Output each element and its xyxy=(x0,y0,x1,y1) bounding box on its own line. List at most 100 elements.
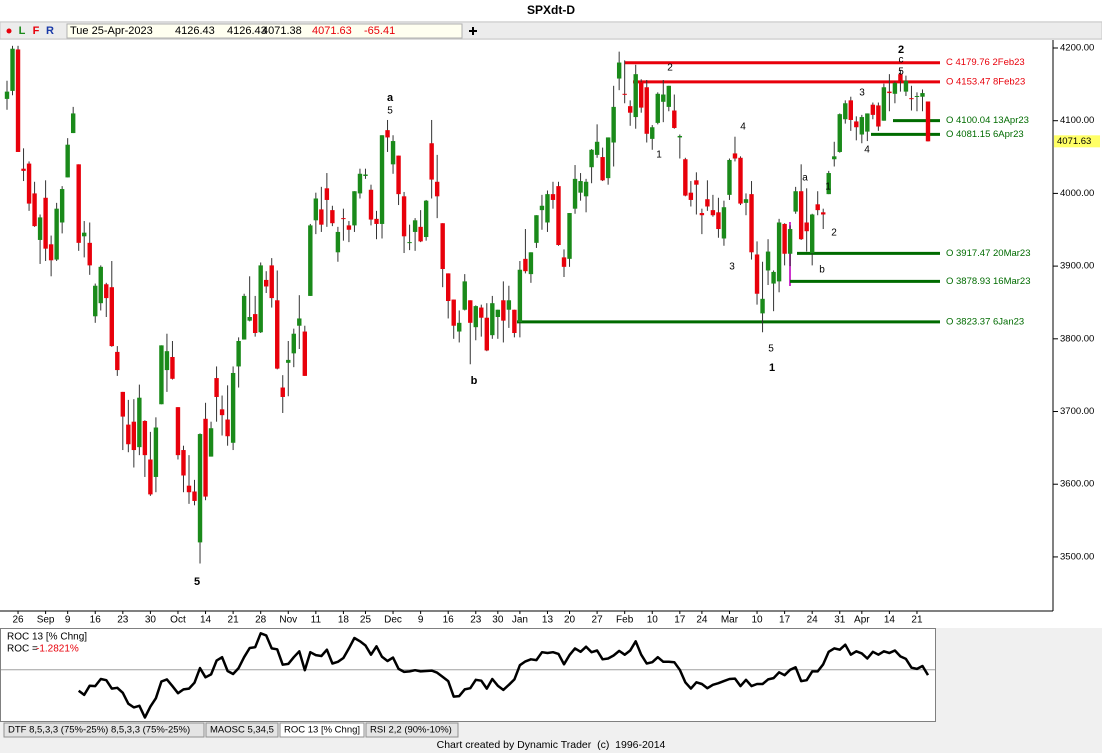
candle-body xyxy=(15,49,21,152)
candle-body xyxy=(363,174,368,176)
wave-label: 3 xyxy=(729,262,735,273)
indicator-tab-label: ROC 13 [% Chng] xyxy=(284,725,360,736)
level-label: C 4179.76 2Feb23 xyxy=(946,57,1025,68)
candle-body xyxy=(644,87,649,134)
candle-body xyxy=(672,110,677,128)
candle-body xyxy=(594,141,600,155)
roc-line xyxy=(77,632,930,719)
indicator-tab-label: MAOSC 5,34,5 xyxy=(210,725,274,736)
candle-body xyxy=(909,98,914,100)
wave-label: 1 xyxy=(825,182,831,193)
x-tick-label: Oct xyxy=(170,615,186,626)
candle-body xyxy=(848,100,853,120)
wave-label: 3 xyxy=(859,88,865,99)
candle-body xyxy=(826,173,831,195)
x-tick-label: 16 xyxy=(443,615,455,626)
candle-body xyxy=(401,196,407,237)
candle-body xyxy=(710,210,716,216)
add-button[interactable] xyxy=(469,27,477,35)
x-tick-label: 25 xyxy=(360,615,372,626)
indicator-tab[interactable] xyxy=(205,722,279,738)
candle-body xyxy=(225,419,230,437)
candle-body xyxy=(495,309,501,318)
candle-body xyxy=(120,391,126,417)
candle-body xyxy=(21,168,26,171)
candle-body xyxy=(148,459,153,495)
candle-body xyxy=(368,189,374,220)
candle-body xyxy=(385,130,390,138)
candle-body xyxy=(286,359,291,363)
x-tick-label: 16 xyxy=(90,615,102,626)
wave-label: b xyxy=(819,265,825,276)
candle-body xyxy=(776,222,782,282)
candle-body xyxy=(793,191,798,212)
candle-body xyxy=(313,198,319,221)
candle-body xyxy=(65,144,70,178)
candle-body xyxy=(782,223,787,254)
candle-body xyxy=(457,322,462,332)
candle-body xyxy=(10,48,15,91)
candle-body xyxy=(70,113,76,134)
candle-body xyxy=(650,127,655,139)
candle-body xyxy=(275,300,280,369)
candle-body xyxy=(865,113,870,132)
candle-body xyxy=(109,287,114,347)
candle-body xyxy=(137,397,142,448)
wave-label: 2 xyxy=(898,44,904,56)
candle-body xyxy=(556,186,561,246)
x-tick-label: Feb xyxy=(616,615,634,626)
candle-body xyxy=(837,114,842,152)
level-label: O 3823.37 6Jan23 xyxy=(946,316,1024,327)
indicator-tab[interactable] xyxy=(365,722,459,738)
candle-body xyxy=(600,157,605,181)
candle-body xyxy=(749,194,754,253)
readout-date: Tue 25-Apr-2023 xyxy=(70,25,153,37)
candle-body xyxy=(754,254,760,294)
candle-body xyxy=(876,105,881,127)
wave-label: 2 xyxy=(831,228,837,239)
y-tick-label: 3900.00 xyxy=(1060,261,1094,272)
level-label: O 4153.47 8Feb23 xyxy=(946,76,1025,87)
candle-body xyxy=(203,418,208,497)
candle-body xyxy=(512,309,517,333)
candle-body xyxy=(666,85,671,107)
candle-body xyxy=(468,300,473,323)
wave-label: 1 xyxy=(769,362,775,374)
candle-body xyxy=(545,194,550,223)
x-tick-label: 24 xyxy=(807,615,819,626)
record-dot[interactable] xyxy=(6,28,12,34)
last-price-box xyxy=(1054,135,1100,148)
indicator-tab[interactable] xyxy=(279,722,365,738)
candle-body xyxy=(506,300,512,310)
toolbar-button[interactable]: R xyxy=(46,25,54,37)
candle-body xyxy=(412,220,418,232)
y-tick-label: 4000.00 xyxy=(1060,188,1094,199)
candle-body xyxy=(821,212,826,215)
candle-body xyxy=(37,217,43,240)
x-tick-label: Sep xyxy=(37,615,55,626)
candle-body xyxy=(925,101,931,142)
candle-body xyxy=(341,218,346,220)
toolbar-button[interactable]: F xyxy=(33,25,40,37)
candle-body xyxy=(219,409,225,416)
candle-body xyxy=(330,210,335,224)
candle-body xyxy=(357,173,363,194)
x-tick-label: 28 xyxy=(255,615,267,626)
y-tick-label: 3800.00 xyxy=(1060,333,1094,344)
indicator-tab[interactable] xyxy=(3,722,205,738)
level-label: O 4100.04 13Apr23 xyxy=(946,115,1029,126)
indicator-tab-label: RSI 2,2 (90%-10%) xyxy=(370,725,452,736)
candle-body xyxy=(247,317,252,321)
toolbar-button[interactable]: L xyxy=(19,25,26,37)
candle-body xyxy=(633,74,638,118)
candle-body xyxy=(765,251,771,271)
candle-body xyxy=(787,229,793,254)
candle-body xyxy=(605,137,611,179)
candle-body xyxy=(82,232,87,237)
candle-body xyxy=(280,387,285,397)
candle-body xyxy=(832,156,837,160)
candle-body xyxy=(716,212,721,230)
readout-open: 4126.43 xyxy=(175,25,215,37)
candle-body xyxy=(93,285,98,317)
readout-close: 4071.63 xyxy=(312,25,352,37)
